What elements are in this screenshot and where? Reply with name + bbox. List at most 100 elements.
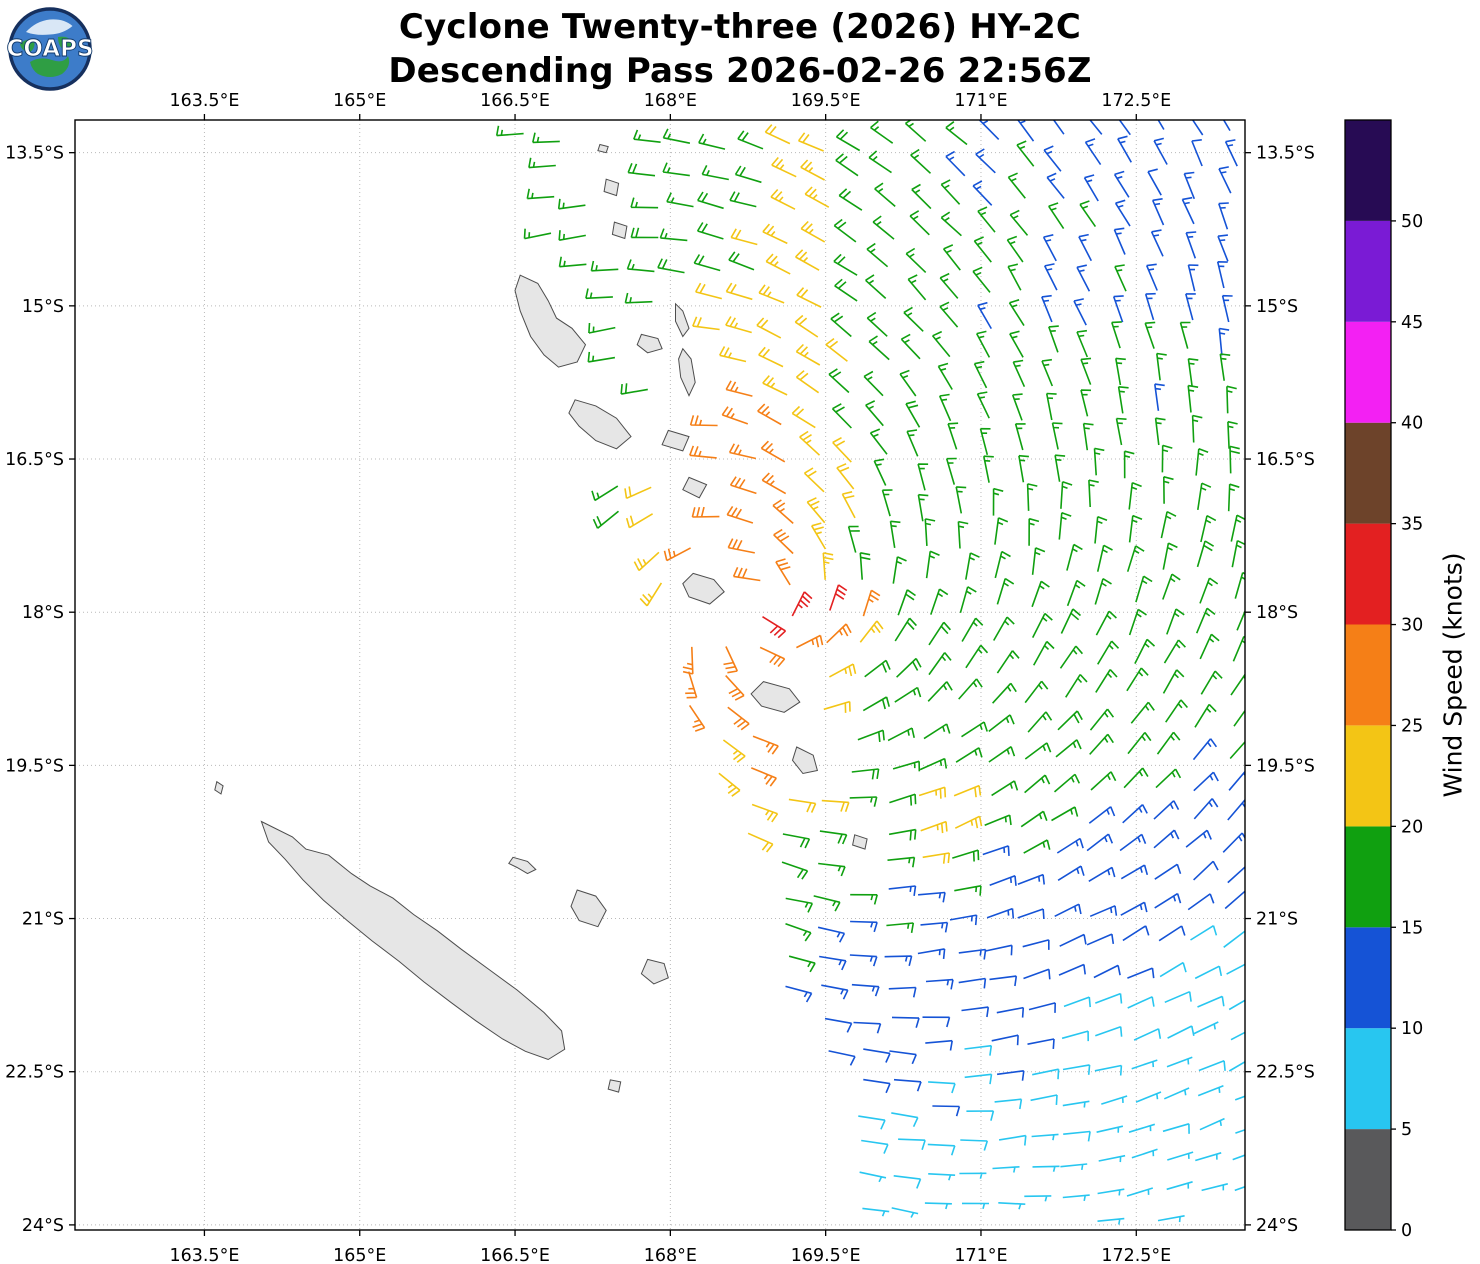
wind-barb	[986, 907, 1015, 919]
wind-barb	[1127, 967, 1155, 979]
wind-barb	[689, 415, 718, 427]
wind-barb	[864, 659, 891, 678]
wind-barb	[725, 316, 752, 334]
wind-barb	[988, 746, 1016, 763]
wind-barb	[868, 335, 890, 361]
wind-barb	[722, 739, 746, 763]
colorbar-tick-label: 25	[1401, 716, 1423, 736]
colorbar-tick-label: 35	[1401, 515, 1423, 535]
wind-barb	[927, 681, 953, 702]
wind-barb	[1046, 172, 1065, 199]
wind-barb	[1199, 1117, 1225, 1131]
wind-barb	[620, 383, 648, 395]
wind-barb	[585, 288, 613, 300]
wind-barb	[558, 230, 586, 241]
page-subtitle: Descending Pass 2026-02-26 22:56Z	[388, 50, 1092, 91]
y-tick-label-left: 22.5°S	[5, 1063, 64, 1083]
wind-barb	[977, 301, 992, 330]
wind-barb	[850, 920, 878, 933]
wind-barb	[887, 856, 916, 868]
wind-barb	[961, 1202, 990, 1210]
y-tick-label-right: 22.5°S	[1256, 1063, 1315, 1083]
wind-barb	[996, 1006, 1025, 1018]
wind-barb	[1094, 515, 1108, 544]
wind-barb	[662, 162, 690, 177]
wind-barb	[866, 311, 888, 337]
wind-barb	[1051, 806, 1079, 822]
wind-barb	[1024, 680, 1049, 704]
wind-barb	[1060, 481, 1073, 509]
wind-barb	[823, 700, 851, 713]
wind-barb	[1031, 580, 1050, 608]
wind-barb	[730, 228, 758, 246]
wind-barb	[1028, 1002, 1056, 1013]
wind-barb	[1076, 329, 1089, 358]
wind-barb	[996, 650, 1020, 674]
wind-barb	[1190, 925, 1218, 941]
wind-barb	[891, 1112, 919, 1128]
wind-barb	[920, 921, 949, 933]
wind-barb	[1017, 908, 1045, 920]
wind-barb	[698, 133, 726, 150]
wind-barb	[627, 163, 656, 177]
wind-barb	[859, 620, 884, 643]
wind-barb	[1115, 357, 1126, 386]
colorbar-tick-label: 0	[1401, 1221, 1412, 1241]
island-erromango	[750, 681, 801, 713]
wind-barb	[795, 249, 820, 271]
wind-barb	[633, 129, 661, 143]
wind-barb	[939, 272, 959, 299]
wind-barb	[897, 589, 916, 616]
wind-barb	[1195, 448, 1209, 476]
wind-barb	[1218, 166, 1232, 194]
wind-barb	[723, 646, 739, 674]
wind-barb	[964, 1044, 993, 1056]
x-tick-label-top: 171°E	[954, 91, 1007, 111]
wind-barb	[1145, 263, 1158, 291]
wind-barb	[752, 735, 779, 755]
wind-barb	[788, 798, 817, 813]
wind-barb	[1089, 733, 1114, 755]
wind-barb	[853, 1021, 882, 1034]
wind-barb	[1084, 138, 1102, 166]
wind-barb	[1199, 633, 1220, 660]
y-tick-label-left: 21°S	[22, 910, 64, 930]
wind-barb	[785, 897, 814, 913]
wind-barb	[924, 518, 936, 546]
wind-barb	[1153, 829, 1180, 849]
wind-barb	[994, 1098, 1023, 1110]
wind-barb	[1135, 1091, 1162, 1103]
island-malakula	[568, 399, 632, 450]
wind-barb	[1199, 577, 1219, 604]
wind-barb	[1167, 1025, 1195, 1039]
wind-barb	[1165, 699, 1189, 723]
wind-barb	[859, 1171, 887, 1183]
wind-barb	[1117, 386, 1129, 414]
colorbar-segment	[1345, 321, 1391, 423]
logo-text: COAPS	[6, 36, 93, 62]
wind-barb	[972, 180, 993, 206]
wind-barb	[1086, 933, 1115, 946]
wind-barb	[938, 393, 952, 422]
wind-barb	[1126, 545, 1145, 572]
wind-barb	[993, 616, 1015, 641]
wind-barb	[1222, 832, 1245, 853]
y-tick-label-right: 15°S	[1256, 297, 1298, 317]
wind-barb	[1147, 168, 1162, 196]
wind-barb	[624, 486, 652, 500]
wind-barb	[1082, 422, 1094, 451]
wind-barb	[954, 815, 983, 829]
wind-barb	[984, 814, 1012, 827]
wind-barb	[1062, 1194, 1090, 1202]
x-tick-label-bottom: 163.5°E	[169, 1246, 239, 1264]
wind-barb	[592, 510, 620, 529]
wind-barb	[1112, 295, 1124, 323]
wind-barb	[832, 436, 852, 463]
wind-barb	[760, 440, 786, 463]
title-block: Cyclone Twenty-three (2026) HY-2C Descen…	[10, 6, 1470, 93]
wind-barb	[1089, 120, 1103, 135]
wind-barb	[630, 227, 659, 239]
wind-barb	[633, 551, 660, 572]
wind-barb	[911, 183, 932, 210]
wind-barb	[1009, 330, 1024, 358]
